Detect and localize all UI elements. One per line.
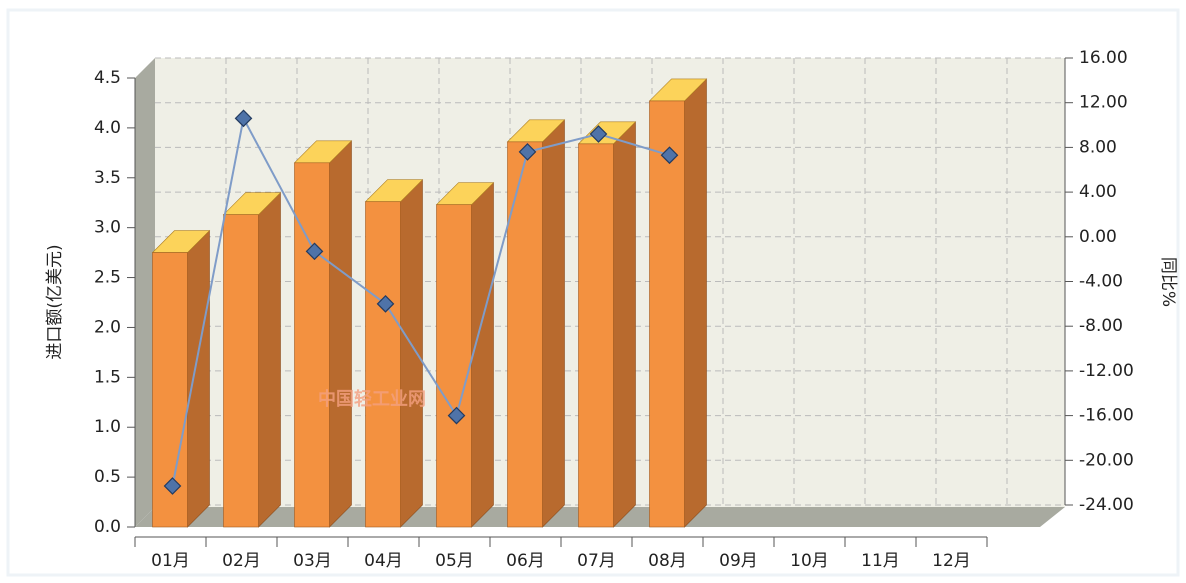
x-tick-label: 09月 <box>719 551 758 571</box>
bar-side <box>471 181 494 528</box>
x-tick-label: 02月 <box>222 551 261 571</box>
bar-side <box>613 121 636 528</box>
bar <box>578 143 614 528</box>
bar-side <box>542 119 565 528</box>
marks <box>151 78 708 528</box>
line-marker <box>305 242 324 261</box>
y2-tick-label: 8.00 <box>1079 137 1117 157</box>
y-tick-label: 2.5 <box>94 268 121 288</box>
line-marker <box>234 109 253 128</box>
y2-tick-label: 12.00 <box>1079 93 1128 113</box>
x-tick-label: 01月 <box>151 551 190 571</box>
y-tick-label: 1.0 <box>94 417 121 437</box>
line-marker <box>589 125 608 143</box>
y2-tick-label: 0.00 <box>1079 227 1117 247</box>
y-tick-label: 0.0 <box>94 517 121 537</box>
y2-tick-label: -12.00 <box>1079 361 1134 381</box>
y-tick-label: 4.0 <box>94 118 121 138</box>
x-tick-label: 08月 <box>648 551 687 571</box>
bar <box>223 214 259 528</box>
line-marker <box>660 146 679 165</box>
line-marker <box>518 143 537 161</box>
line-marker <box>447 406 466 425</box>
bar <box>507 141 543 528</box>
x-tick-label: 07月 <box>577 551 616 571</box>
y-tick-label: 3.5 <box>94 168 121 188</box>
bar <box>365 201 401 528</box>
y-tick-label: 2.0 <box>94 317 121 337</box>
x-tick-label: 05月 <box>435 551 474 571</box>
x-tick-label: 03月 <box>293 551 332 571</box>
side-wall <box>135 58 155 527</box>
x-tick-label: 06月 <box>506 551 545 571</box>
y-tick-label: 4.5 <box>94 68 121 88</box>
watermark: 中国轻工业网 <box>318 388 426 410</box>
bar-side <box>258 191 281 528</box>
bar <box>649 100 685 528</box>
line <box>171 115 670 487</box>
y2-tick-label: -4.00 <box>1079 272 1123 292</box>
bar-side <box>400 179 423 528</box>
y-tick-label: 3.0 <box>94 218 121 238</box>
x-tick-label: 10月 <box>790 551 829 571</box>
x-tick-label: 12月 <box>932 551 971 571</box>
y-axis-title: 进口额(亿美元) <box>45 244 65 359</box>
y2-tick-label: 16.00 <box>1079 48 1128 68</box>
y-tick-label: 1.5 <box>94 367 121 387</box>
y-tick-label: 0.5 <box>94 467 121 487</box>
y2-tick-label: -8.00 <box>1079 316 1123 336</box>
bar-side <box>684 78 707 528</box>
line-marker <box>376 295 395 313</box>
bar-side <box>329 140 352 528</box>
y2-tick-label: -16.00 <box>1079 406 1134 426</box>
x-tick-label: 04月 <box>364 551 403 571</box>
bar <box>436 204 472 528</box>
x-tick-label: 11月 <box>861 551 900 571</box>
y2-axis-title: 同比% <box>1158 257 1178 307</box>
bar-side <box>187 229 210 528</box>
bar <box>294 162 330 528</box>
y2-tick-label: -20.00 <box>1079 450 1134 470</box>
y2-tick-label: 4.00 <box>1079 182 1117 202</box>
frame <box>6 8 1180 577</box>
line-marker <box>163 477 182 495</box>
y2-tick-label: -24.00 <box>1079 495 1134 515</box>
